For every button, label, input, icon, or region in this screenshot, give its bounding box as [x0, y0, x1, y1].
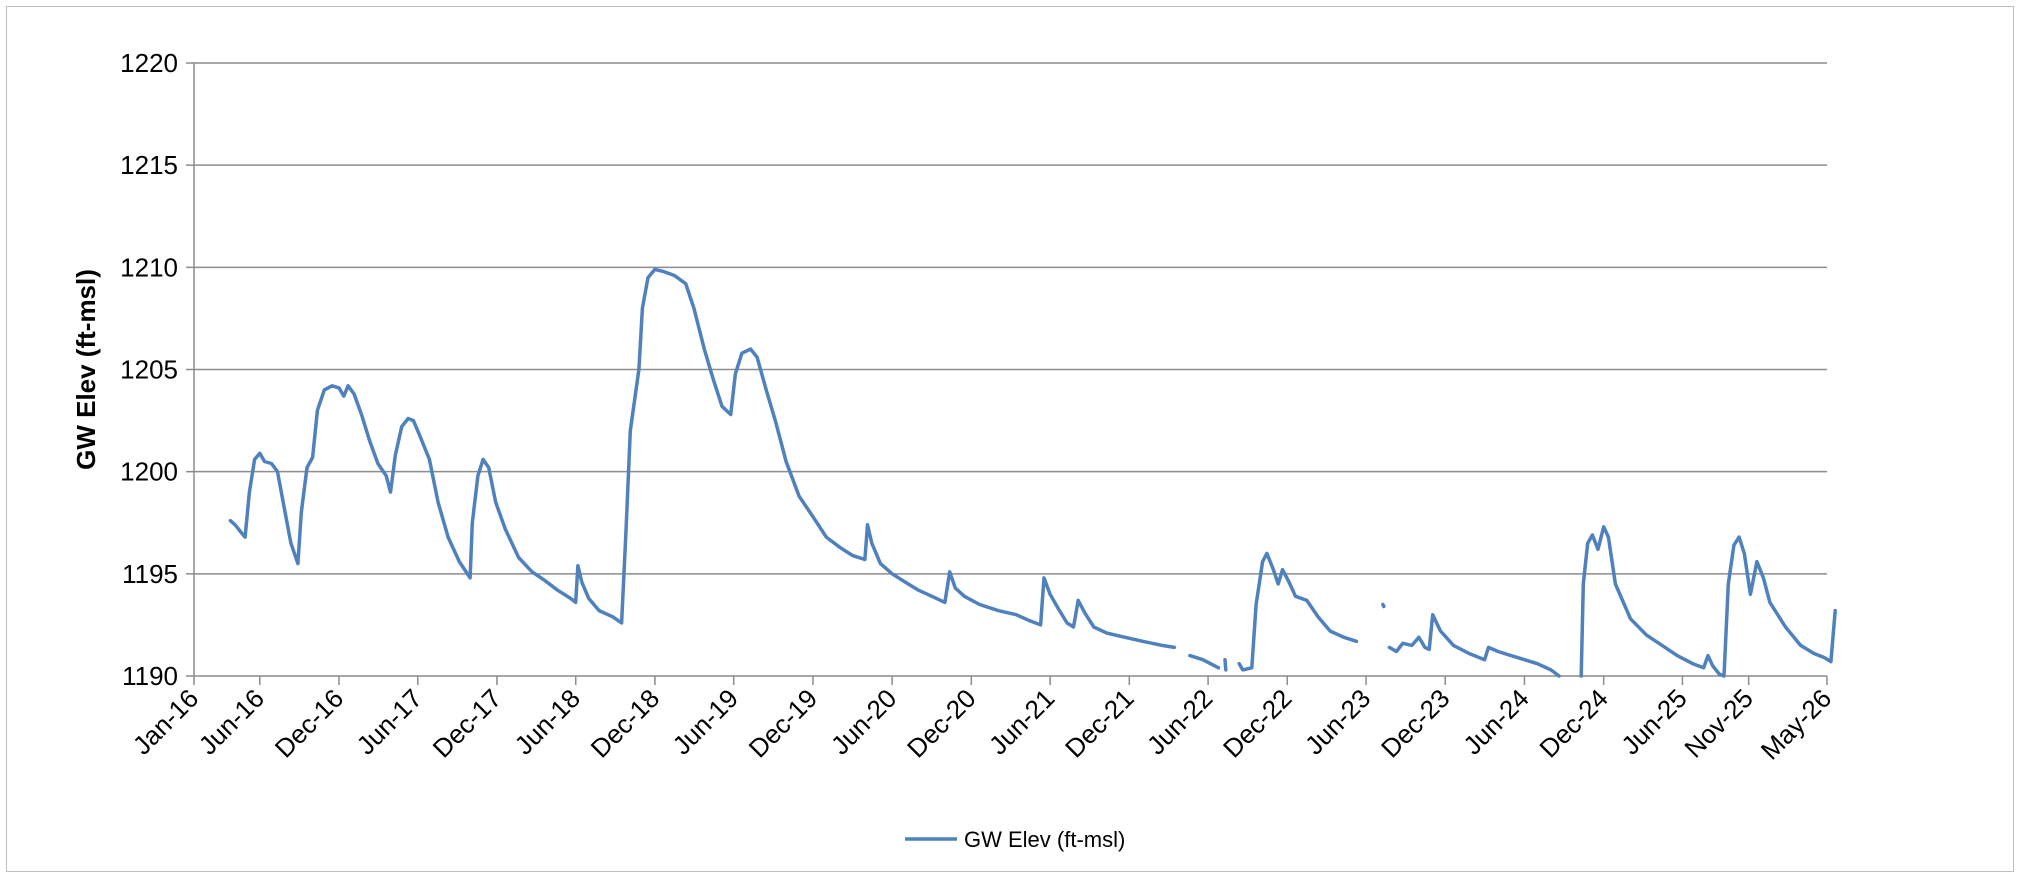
x-tick-label: Jan-16	[127, 683, 204, 760]
y-tick-label: 1190	[122, 661, 178, 691]
y-tick-label: 1200	[120, 457, 178, 487]
chart-frame: 1190 1195 1200 1205 1210 1215 1220 Jan-16 Jun-1…	[6, 6, 2014, 872]
x-tick-label: Jun-18	[509, 683, 586, 760]
x-tick-label: Jun-17	[351, 683, 428, 760]
y-axis-label: GW Elev (ft-msl)	[71, 269, 101, 470]
series-line	[228, 267, 1177, 650]
x-tick-label: Nov-25	[1678, 683, 1758, 763]
axes	[186, 62, 1828, 685]
x-tick-label: Dec-18	[585, 683, 665, 763]
x-tick-label: Jun-19	[667, 683, 744, 760]
x-tick-label: Dec-22	[1217, 683, 1297, 763]
x-tick-label: Dec-19	[743, 683, 823, 763]
series-line	[1579, 525, 1837, 678]
x-tick-label: Dec-24	[1533, 683, 1613, 763]
y-tick-label: 1195	[122, 559, 178, 589]
x-tick-label: Dec-16	[269, 683, 349, 763]
x-tick-label: Dec-21	[1059, 683, 1139, 763]
series-lines	[228, 267, 1837, 678]
x-tick-label: Jun-21	[983, 683, 1060, 760]
x-tick-label: May-26	[1755, 683, 1838, 766]
series-line	[1387, 612, 1561, 678]
x-tick-label: Jun-22	[1141, 683, 1218, 760]
y-tick-labels: 1190 1195 1200 1205 1210 1215 1220	[120, 48, 178, 691]
x-tick-label: Jun-20	[825, 683, 902, 760]
y-tick-label: 1205	[120, 355, 178, 385]
series-line	[1223, 657, 1228, 672]
legend-entry: GW Elev (ft-msl)	[964, 827, 1125, 852]
x-tick-label: Jun-16	[193, 683, 270, 760]
series-line	[1237, 551, 1359, 672]
x-tick-label: Jun-23	[1299, 683, 1376, 760]
series-line	[1188, 653, 1221, 670]
y-tick-label: 1210	[120, 252, 178, 282]
x-tick-label: Dec-20	[901, 683, 981, 763]
x-tick-label: Jun-24	[1457, 683, 1534, 760]
y-tick-label: 1220	[120, 48, 178, 78]
x-tick-label: Dec-17	[427, 683, 507, 763]
gridlines	[194, 62, 1827, 575]
x-tick-label: Jun-25	[1615, 683, 1692, 760]
legend: GW Elev (ft-msl)	[905, 827, 1125, 852]
y-tick-label: 1215	[120, 150, 178, 180]
x-tick-label: Dec-23	[1375, 683, 1455, 763]
series-line	[1381, 602, 1386, 609]
